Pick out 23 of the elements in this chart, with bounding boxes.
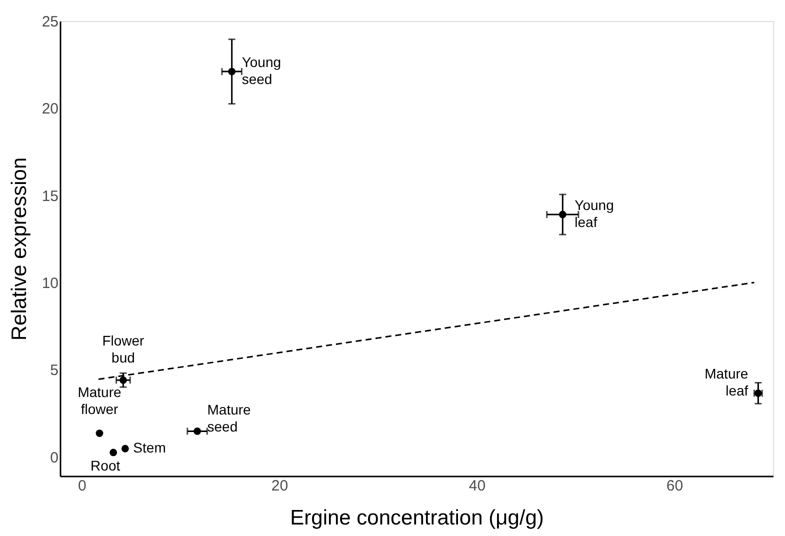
y-tick-label: 10	[42, 274, 58, 292]
y-tick-label: 0	[50, 449, 58, 466]
y-tick-label: 25	[42, 14, 58, 30]
y-tick-label: 15	[42, 188, 58, 205]
annotation: Mature leaf	[704, 366, 748, 399]
annotation: Young seed	[242, 54, 282, 88]
x-tick-label: 0	[78, 478, 86, 494]
point	[121, 444, 129, 452]
x-tick-label: 60	[666, 478, 684, 494]
point	[110, 448, 118, 456]
annotation: Flower bud	[102, 332, 145, 366]
point	[96, 430, 104, 437]
x-axis-title: Ergine concentration (μg/g)	[290, 506, 544, 530]
annotation: Mature seed	[207, 402, 252, 435]
y-tick-label: 20	[42, 100, 58, 118]
annotation: Young leaf	[574, 197, 614, 230]
x-tick-label: 40	[468, 478, 486, 494]
annotation: Root	[90, 457, 120, 474]
annotation: Mature flower	[78, 384, 122, 417]
annotation: Stem	[133, 440, 166, 456]
y-axis-title: Relative expression	[8, 157, 31, 341]
y-tick-label: 5	[50, 362, 58, 380]
x-tick-label: 20	[271, 478, 288, 494]
